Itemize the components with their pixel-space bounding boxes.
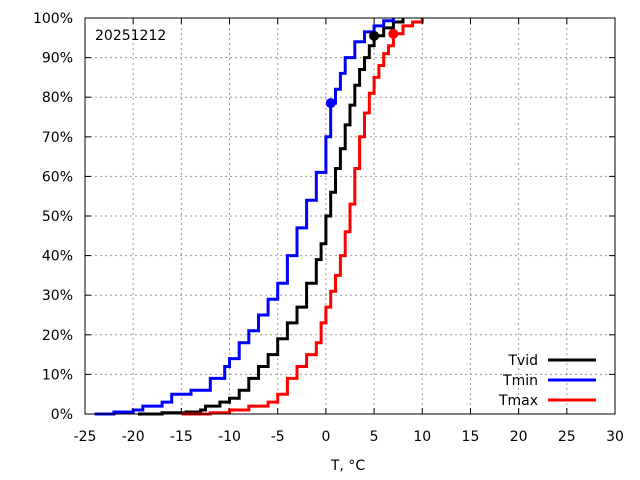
y-tick-label: 70% [42,130,73,146]
y-tick-label: 0% [51,407,73,423]
grid [85,18,615,414]
y-tick-label: 60% [42,169,73,185]
series-marker-tmax [388,28,399,39]
y-tick-label: 40% [42,249,73,265]
y-tick-label: 50% [42,209,73,225]
x-tick-label: -15 [170,429,193,445]
legend-label-tvid: Tvid [507,353,538,369]
y-tick-label: 100% [33,11,73,27]
y-tick-label: 20% [42,328,73,344]
y-tick-label: 30% [42,288,73,304]
x-tick-label: -10 [218,429,241,445]
series-markers [325,28,399,109]
legend-label-tmin: Tmin [502,373,538,389]
legend: Tvid Tmin Tmax [498,353,596,409]
y-axis-ticks: 0% 10% 20% 30% 40% 50% 60% 70% 80% 90% 100% [33,11,615,423]
series-marker-tmin [325,98,336,109]
x-axis-ticks: -25 -20 -15 -10 -5 0 5 10 15 20 25 30 [74,18,624,445]
x-tick-label: 0 [321,429,330,445]
series-line-tmin [94,18,395,416]
y-tick-label: 10% [42,367,73,383]
x-axis-title: T, °C [330,458,365,474]
y-tick-label: 80% [42,90,73,106]
y-tick-label: 90% [42,51,73,67]
x-tick-label: 10 [413,429,431,445]
legend-label-tmax: Tmax [498,393,538,409]
x-tick-label: 5 [370,429,379,445]
x-tick-label: 30 [606,429,624,445]
x-tick-label: 20 [510,429,528,445]
series-marker-tvid [369,30,380,41]
x-tick-label: 15 [462,429,480,445]
series-line-tvid [138,18,405,416]
x-tick-label: -25 [74,429,97,445]
date-annotation: 20251212 [95,28,166,44]
series-lines [94,18,424,416]
series-line-tmax [181,18,424,416]
x-tick-label: -20 [122,429,145,445]
x-tick-label: 25 [558,429,576,445]
x-tick-label: -5 [271,429,285,445]
